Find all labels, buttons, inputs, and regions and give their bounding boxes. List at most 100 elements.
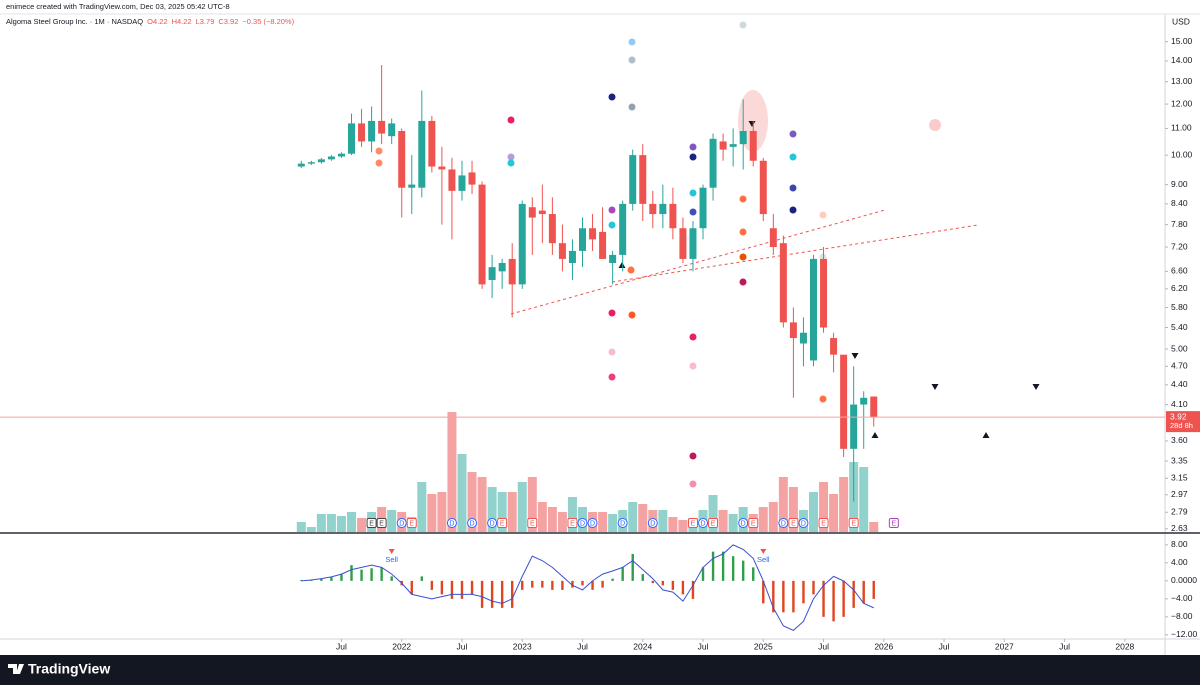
candle-body — [749, 130, 757, 161]
candle-body — [327, 156, 335, 160]
volume-bar — [306, 527, 316, 532]
x-tick-label: Jul — [939, 641, 950, 651]
volume-bar — [437, 492, 447, 532]
signal-label: Sell — [385, 555, 398, 564]
signal-dot — [789, 206, 797, 214]
volume-bar — [527, 477, 537, 532]
price-tag — [1166, 411, 1200, 433]
event-badge — [577, 518, 588, 528]
candle-body — [719, 141, 727, 150]
histogram-bar — [782, 580, 785, 613]
signal-dot — [689, 452, 697, 460]
volume-bar — [658, 510, 668, 532]
y-tick-label: 15.00 — [1171, 36, 1193, 46]
legend: Algoma Steel Group Inc. · 1M · NASDAQ O4… — [6, 17, 294, 26]
event-label: E — [530, 520, 535, 527]
histogram-bar — [641, 574, 644, 581]
logo — [8, 664, 24, 674]
x-tick-label: 2023 — [513, 641, 532, 651]
signal-dot — [608, 93, 616, 101]
attribution: enimece created with TradingView.com, De… — [6, 2, 230, 11]
y-tick-label: 8.40 — [1171, 198, 1188, 208]
footer-bar — [0, 655, 1200, 685]
histogram-bar — [541, 580, 544, 588]
histogram-bar — [862, 580, 865, 604]
event-label: E — [751, 520, 756, 527]
signal-dot — [375, 147, 383, 155]
event-badge — [567, 518, 578, 528]
candle-body — [348, 123, 356, 154]
event-label: D — [590, 520, 595, 527]
arrow-marker — [748, 121, 756, 127]
event-label: D — [650, 520, 655, 527]
y-tick-label: 2.63 — [1171, 523, 1188, 533]
y-tick-label: 2.79 — [1171, 507, 1188, 517]
candle-body — [408, 184, 416, 188]
histogram-bar — [360, 569, 363, 581]
candle-body — [398, 130, 406, 188]
y-tick-label: 9.00 — [1171, 179, 1188, 189]
histogram-bar — [852, 580, 855, 608]
signal-dot — [739, 195, 747, 203]
histogram-bar — [681, 580, 685, 595]
histogram-bar — [450, 580, 454, 599]
arrow-marker — [618, 262, 626, 268]
volume-bar — [788, 487, 798, 532]
signal-dot — [739, 278, 747, 286]
histogram-bar — [551, 580, 554, 590]
event-label: E — [369, 520, 374, 527]
event-label: D — [700, 520, 705, 527]
oscillator-line — [301, 544, 874, 631]
signal-dot — [689, 143, 697, 151]
event-label: D — [449, 520, 454, 527]
highlight — [929, 119, 941, 131]
event-badge — [798, 518, 809, 528]
volume-bar — [638, 504, 648, 532]
candle-body — [689, 228, 697, 259]
volume-bar — [487, 487, 497, 532]
histogram-bar — [611, 578, 614, 581]
candle-body — [297, 163, 305, 167]
y-tick-label: −12.00 — [1171, 629, 1198, 639]
x-tick-label: Jul — [1059, 641, 1070, 651]
volume-bar — [829, 494, 839, 532]
histogram-bar — [752, 567, 755, 581]
histogram-bar — [490, 580, 494, 608]
signal-dot — [739, 21, 747, 29]
signal-dot — [628, 38, 636, 46]
y-tick-label: 5.80 — [1171, 302, 1188, 312]
signal-dot — [739, 253, 747, 261]
event-badge — [406, 518, 417, 528]
y-tick-label: 11.00 — [1171, 123, 1192, 133]
event-label: D — [741, 520, 746, 527]
candle-body — [619, 203, 627, 255]
signal-dot — [689, 333, 697, 341]
signal-dot — [819, 211, 827, 219]
candle-body — [378, 120, 386, 134]
event-badge — [487, 518, 498, 528]
candle-body — [488, 267, 496, 280]
x-tick-label: 2026 — [874, 641, 893, 651]
volume-bar — [628, 502, 638, 532]
candle-body — [568, 250, 576, 264]
event-label: D — [801, 520, 806, 527]
volume-bar — [768, 502, 778, 532]
y-tick-label: 5.00 — [1171, 343, 1188, 353]
histogram-bar — [410, 580, 413, 595]
volume-bar — [517, 482, 527, 532]
y-tick-label: 3.15 — [1171, 473, 1188, 483]
x-tick-label: Jul — [577, 641, 588, 651]
event-label: E — [570, 520, 575, 527]
histogram-bar — [521, 580, 524, 590]
event-label: E — [821, 520, 826, 527]
volume-bar — [497, 492, 507, 532]
candle-body — [729, 144, 737, 147]
event-badge — [848, 518, 859, 528]
volume-bar — [457, 454, 467, 532]
volume-bar — [808, 492, 818, 532]
y-tick-label: −8.00 — [1171, 611, 1193, 621]
histogram-bar — [480, 580, 484, 608]
signal-dot — [819, 253, 827, 261]
